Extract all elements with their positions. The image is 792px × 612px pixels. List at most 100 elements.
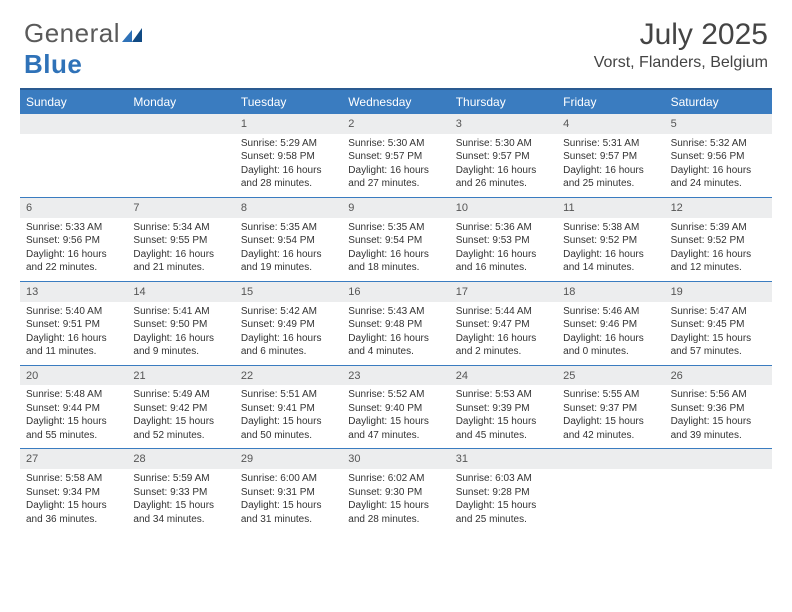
daylight-text: and 52 minutes. (133, 429, 228, 443)
sunset-text: Sunset: 9:51 PM (26, 318, 121, 332)
sunrise-text: Sunrise: 5:35 AM (241, 221, 336, 235)
day-number: 18 (557, 282, 664, 302)
day-cell (127, 114, 234, 197)
weekday-header: Sunday (20, 90, 127, 114)
day-number: 27 (20, 449, 127, 469)
day-number: 3 (450, 114, 557, 134)
logo-word-general: General (24, 18, 120, 48)
day-cell: 20Sunrise: 5:48 AMSunset: 9:44 PMDayligh… (20, 366, 127, 449)
sunrise-text: Sunrise: 5:53 AM (456, 388, 551, 402)
week-row: 1Sunrise: 5:29 AMSunset: 9:58 PMDaylight… (20, 114, 772, 197)
sunset-text: Sunset: 9:28 PM (456, 486, 551, 500)
day-body: Sunrise: 5:59 AMSunset: 9:33 PMDaylight:… (127, 469, 234, 532)
weekday-header-row: Sunday Monday Tuesday Wednesday Thursday… (20, 88, 772, 114)
day-body (127, 134, 234, 190)
daylight-text: Daylight: 15 hours (671, 415, 766, 429)
day-cell: 10Sunrise: 5:36 AMSunset: 9:53 PMDayligh… (450, 198, 557, 281)
day-number: 6 (20, 198, 127, 218)
daylight-text: and 50 minutes. (241, 429, 336, 443)
sunset-text: Sunset: 9:40 PM (348, 402, 443, 416)
sunrise-text: Sunrise: 5:38 AM (563, 221, 658, 235)
day-cell: 9Sunrise: 5:35 AMSunset: 9:54 PMDaylight… (342, 198, 449, 281)
week-row: 20Sunrise: 5:48 AMSunset: 9:44 PMDayligh… (20, 365, 772, 449)
day-number: 8 (235, 198, 342, 218)
day-body: Sunrise: 5:29 AMSunset: 9:58 PMDaylight:… (235, 134, 342, 197)
daylight-text: and 11 minutes. (26, 345, 121, 359)
day-cell: 8Sunrise: 5:35 AMSunset: 9:54 PMDaylight… (235, 198, 342, 281)
sunrise-text: Sunrise: 5:29 AM (241, 137, 336, 151)
sunset-text: Sunset: 9:55 PM (133, 234, 228, 248)
day-number (20, 114, 127, 134)
day-cell: 6Sunrise: 5:33 AMSunset: 9:56 PMDaylight… (20, 198, 127, 281)
sunrise-text: Sunrise: 5:43 AM (348, 305, 443, 319)
day-cell: 16Sunrise: 5:43 AMSunset: 9:48 PMDayligh… (342, 282, 449, 365)
day-cell: 26Sunrise: 5:56 AMSunset: 9:36 PMDayligh… (665, 366, 772, 449)
daylight-text: and 6 minutes. (241, 345, 336, 359)
day-cell: 21Sunrise: 5:49 AMSunset: 9:42 PMDayligh… (127, 366, 234, 449)
header: General Blue July 2025 Vorst, Flanders, … (0, 0, 792, 84)
day-number: 14 (127, 282, 234, 302)
location-subtitle: Vorst, Flanders, Belgium (594, 54, 768, 72)
day-body: Sunrise: 5:33 AMSunset: 9:56 PMDaylight:… (20, 218, 127, 281)
daylight-text: and 27 minutes. (348, 177, 443, 191)
sunset-text: Sunset: 9:36 PM (671, 402, 766, 416)
sunrise-text: Sunrise: 5:44 AM (456, 305, 551, 319)
daylight-text: Daylight: 16 hours (348, 332, 443, 346)
day-body: Sunrise: 5:35 AMSunset: 9:54 PMDaylight:… (235, 218, 342, 281)
day-number: 31 (450, 449, 557, 469)
daylight-text: Daylight: 16 hours (456, 248, 551, 262)
daylight-text: Daylight: 15 hours (133, 499, 228, 513)
day-body (665, 469, 772, 525)
daylight-text: Daylight: 16 hours (456, 332, 551, 346)
day-cell (557, 449, 664, 532)
day-number: 21 (127, 366, 234, 386)
day-cell: 5Sunrise: 5:32 AMSunset: 9:56 PMDaylight… (665, 114, 772, 197)
day-number: 19 (665, 282, 772, 302)
daylight-text: Daylight: 16 hours (671, 248, 766, 262)
sunrise-text: Sunrise: 5:49 AM (133, 388, 228, 402)
day-body: Sunrise: 5:43 AMSunset: 9:48 PMDaylight:… (342, 302, 449, 365)
day-number: 28 (127, 449, 234, 469)
daylight-text: Daylight: 16 hours (133, 248, 228, 262)
logo-mark-icon (122, 28, 142, 42)
daylight-text: Daylight: 16 hours (26, 332, 121, 346)
daylight-text: and 19 minutes. (241, 261, 336, 275)
day-number: 29 (235, 449, 342, 469)
sunrise-text: Sunrise: 6:03 AM (456, 472, 551, 486)
day-cell: 23Sunrise: 5:52 AMSunset: 9:40 PMDayligh… (342, 366, 449, 449)
daylight-text: Daylight: 16 hours (241, 164, 336, 178)
daylight-text: Daylight: 16 hours (348, 164, 443, 178)
day-cell: 17Sunrise: 5:44 AMSunset: 9:47 PMDayligh… (450, 282, 557, 365)
day-cell: 11Sunrise: 5:38 AMSunset: 9:52 PMDayligh… (557, 198, 664, 281)
daylight-text: Daylight: 16 hours (241, 332, 336, 346)
day-number: 5 (665, 114, 772, 134)
day-cell: 24Sunrise: 5:53 AMSunset: 9:39 PMDayligh… (450, 366, 557, 449)
sunset-text: Sunset: 9:53 PM (456, 234, 551, 248)
day-body (20, 134, 127, 190)
sunset-text: Sunset: 9:41 PM (241, 402, 336, 416)
sunrise-text: Sunrise: 5:32 AM (671, 137, 766, 151)
page-title: July 2025 (594, 18, 768, 52)
day-cell: 13Sunrise: 5:40 AMSunset: 9:51 PMDayligh… (20, 282, 127, 365)
daylight-text: and 36 minutes. (26, 513, 121, 527)
day-number: 25 (557, 366, 664, 386)
daylight-text: Daylight: 16 hours (671, 164, 766, 178)
sunset-text: Sunset: 9:52 PM (671, 234, 766, 248)
sunrise-text: Sunrise: 6:02 AM (348, 472, 443, 486)
daylight-text: and 16 minutes. (456, 261, 551, 275)
daylight-text: Daylight: 15 hours (671, 332, 766, 346)
day-number: 12 (665, 198, 772, 218)
sunset-text: Sunset: 9:39 PM (456, 402, 551, 416)
day-body: Sunrise: 5:36 AMSunset: 9:53 PMDaylight:… (450, 218, 557, 281)
daylight-text: and 34 minutes. (133, 513, 228, 527)
day-cell: 25Sunrise: 5:55 AMSunset: 9:37 PMDayligh… (557, 366, 664, 449)
sunrise-text: Sunrise: 5:59 AM (133, 472, 228, 486)
daylight-text: Daylight: 15 hours (26, 499, 121, 513)
sunrise-text: Sunrise: 5:30 AM (348, 137, 443, 151)
day-number: 13 (20, 282, 127, 302)
sunset-text: Sunset: 9:48 PM (348, 318, 443, 332)
weekday-header: Friday (557, 90, 664, 114)
daylight-text: and 28 minutes. (348, 513, 443, 527)
logo-text: General Blue (24, 18, 142, 80)
sunset-text: Sunset: 9:52 PM (563, 234, 658, 248)
